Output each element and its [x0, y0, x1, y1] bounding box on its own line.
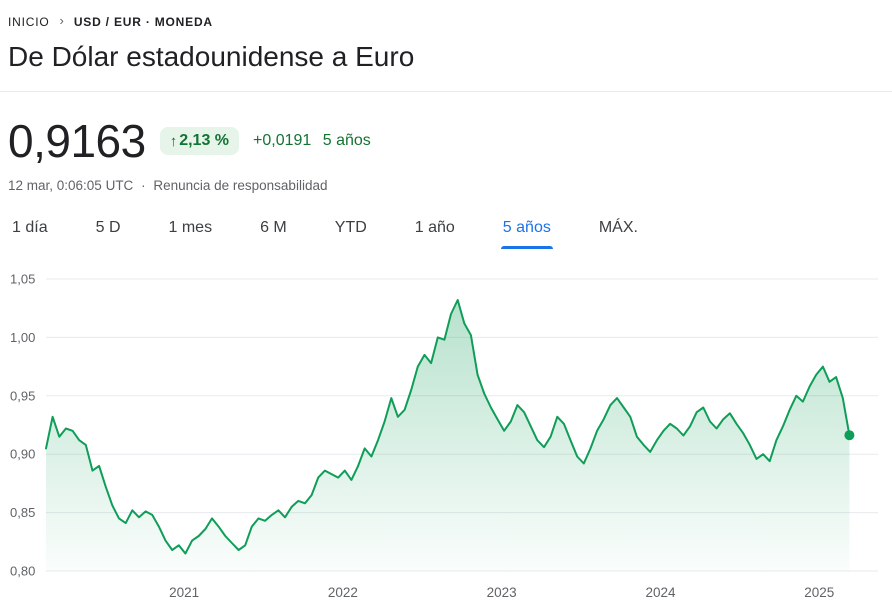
change-percent: 2,13 %: [179, 132, 230, 149]
change-percent-badge: ↑ 2,13 %: [159, 127, 240, 155]
price-line: [45, 299, 851, 555]
tab-max[interactable]: MÁX.: [599, 213, 638, 249]
chart-container: 0,80 0,85 0,90 0,95 1,00 1,05 2021 2022 2023 2024…: [8, 265, 884, 609]
quote-section: 0,9163 ↑ 2,13 % +0,0191 5 años: [8, 114, 884, 168]
tab-6m[interactable]: 6 M: [260, 213, 287, 249]
x-axis-label: 2023: [487, 585, 517, 600]
y-axis-label: 0,95: [10, 388, 35, 403]
quote-meta: 12 mar, 0:06:05 UTC · Renuncia de respon…: [8, 178, 884, 193]
area-fill: [46, 300, 850, 571]
disclaimer-link[interactable]: Renuncia de responsabilidad: [153, 178, 328, 193]
y-axis-label: 1,05: [10, 272, 35, 287]
x-axis-label: 2021: [169, 585, 199, 600]
tab-1-mes[interactable]: 1 mes: [169, 213, 213, 249]
y-axis-label: 0,80: [10, 564, 35, 579]
divider: [0, 91, 892, 92]
x-axis-label: 2024: [645, 585, 676, 600]
meta-separator: ·: [141, 178, 146, 193]
x-axis-label: 2025: [804, 585, 834, 600]
y-axis-label: 0,90: [10, 447, 35, 462]
change-period: 5 años: [322, 132, 371, 149]
tab-1-dia[interactable]: 1 día: [12, 213, 48, 249]
y-axis-label: 0,85: [10, 505, 35, 520]
price-value: 0,9163: [8, 115, 146, 167]
breadcrumb: INICIO › USD / EUR · MONEDA: [8, 13, 884, 29]
change-absolute: +0,0191 5 años: [253, 132, 371, 150]
range-tabs: 1 día 5 D 1 mes 6 M YTD 1 año 5 años MÁX…: [8, 213, 884, 249]
breadcrumb-current: USD / EUR · MONEDA: [73, 14, 213, 29]
y-axis-label: 1,00: [10, 330, 35, 345]
breadcrumb-home-link[interactable]: INICIO: [8, 14, 50, 29]
tab-1-ano[interactable]: 1 año: [415, 213, 455, 249]
page-title: De Dólar estadounidense a Euro: [8, 41, 415, 72]
quote-timestamp: 12 mar, 0:06:05 UTC: [8, 178, 134, 193]
x-axis-label: 2022: [328, 585, 358, 600]
last-price-dot: [844, 430, 855, 441]
arrow-up-icon: ↑: [169, 132, 178, 150]
change-value: +0,0191: [253, 132, 312, 149]
tab-5d[interactable]: 5 D: [96, 213, 121, 249]
price-chart[interactable]: 0,80 0,85 0,90 0,95 1,00 1,05 2021 2022 2023 2024…: [8, 265, 884, 609]
tab-5-anos[interactable]: 5 años: [500, 213, 553, 249]
tab-ytd[interactable]: YTD: [335, 213, 367, 249]
chevron-right-icon: ›: [59, 13, 64, 28]
